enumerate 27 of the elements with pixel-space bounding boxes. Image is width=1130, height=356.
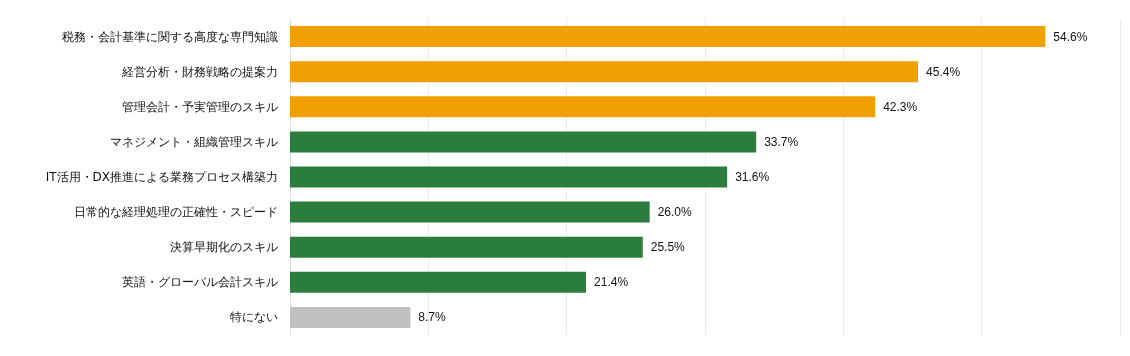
data-label: 26.0% <box>657 205 693 220</box>
bar <box>290 166 728 188</box>
data-label: 8.7% <box>418 310 447 325</box>
y-tick-label: IT活用・DX推進による業務プロセス構築力 <box>45 170 278 184</box>
bar <box>290 131 757 153</box>
data-label: 45.4% <box>926 64 961 79</box>
y-tick-label: 管理会計・予実管理のスキル <box>122 99 278 114</box>
data-label: 25.5% <box>650 240 686 255</box>
bar <box>290 306 411 328</box>
data-label: 31.6% <box>735 170 770 184</box>
bar <box>290 26 1046 48</box>
data-label: 54.6% <box>1053 29 1088 44</box>
y-tick-label: 決算早期化のスキル <box>170 240 278 255</box>
y-tick-label: 英語・グローバル会計スキル <box>122 275 278 290</box>
bar <box>290 96 876 118</box>
data-label: 33.7% <box>764 134 799 149</box>
bar <box>290 271 587 293</box>
y-tick-label: マネジメント・組織管理スキル <box>110 134 278 149</box>
y-tick-label: 税務・会計基準に関する高度な専門知識 <box>62 29 278 44</box>
y-tick-label: 経営分析・財務戦略の提案力 <box>121 64 278 79</box>
data-label: 42.3% <box>883 99 918 114</box>
y-tick-label: 特にない <box>230 310 278 325</box>
y-tick-label: 日常的な経理処理の正確性・スピード <box>74 205 278 220</box>
bar <box>290 201 650 223</box>
data-label: 21.4% <box>594 275 629 290</box>
bar <box>290 236 643 258</box>
bar <box>290 61 919 83</box>
